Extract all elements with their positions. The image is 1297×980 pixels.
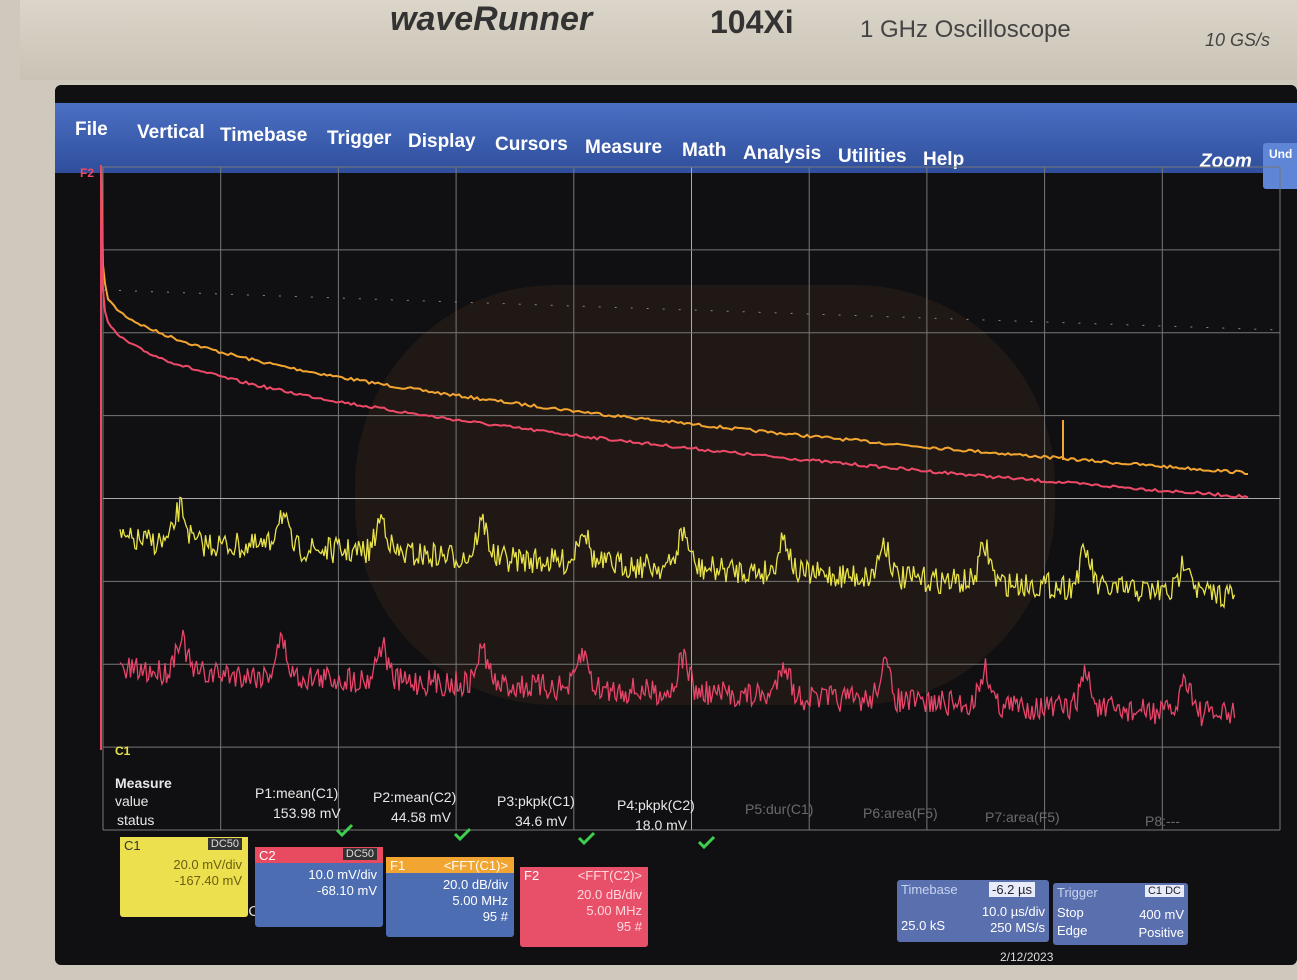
param-name[interactable]: P3:pkpk(C1)	[497, 793, 575, 809]
channel-sweeps: 95 #	[617, 919, 642, 934]
trigger-level: 400 mV	[1139, 907, 1184, 922]
marker-label: C1	[115, 744, 131, 758]
channel-name: C1	[124, 838, 141, 853]
channel-coupling: DC50	[208, 838, 242, 850]
channel-scale: 10.0 mV/div	[308, 867, 377, 882]
bezel: waveRunner 104Xi 1 GHz Oscilloscope 10 G…	[20, 0, 1297, 80]
channel-offset: -68.10 mV	[317, 883, 377, 898]
channel-offset: -167.40 mV	[175, 873, 242, 888]
measure-label: Measure	[115, 775, 172, 791]
timebase-rate: 250 MS/s	[990, 920, 1045, 935]
param-value: 34.6 mV	[515, 813, 567, 829]
channel-coupling: DC50	[343, 848, 377, 860]
timebase-delay: -6.2 µs	[989, 882, 1035, 897]
measure-label: value	[115, 793, 148, 809]
trigger-slope: Positive	[1138, 925, 1184, 940]
param-name[interactable]: P1:mean(C1)	[255, 785, 338, 801]
description: 1 GHz Oscilloscope	[860, 16, 1071, 44]
trigger-source: C1 DC	[1145, 885, 1184, 897]
channel-name: F1	[390, 858, 405, 873]
param-value: 18.0 mV	[635, 817, 687, 833]
trigger-type: Edge	[1057, 923, 1087, 938]
trigger-panel[interactable]: Trigger C1 DC Stop 400 mV Edge Positive	[1053, 883, 1188, 945]
param-name[interactable]: P5:dur(C1)	[745, 801, 813, 817]
trigger-label: Trigger	[1057, 885, 1098, 900]
status-check	[579, 833, 594, 843]
page: { "header": {"brand": "waveRunner", "mod…	[0, 0, 1297, 980]
channel-box[interactable]: C1 DC50 20.0 mV/div-167.40 mV	[120, 837, 248, 917]
param-name[interactable]: P8:---	[1145, 813, 1180, 829]
brand: waveRunner	[390, 0, 592, 39]
reflection	[355, 285, 1055, 705]
param-name[interactable]: P4:pkpk(C2)	[617, 797, 695, 813]
timebase-panel[interactable]: Timebase -6.2 µs 25.0 kS 10.0 µs/div 250…	[897, 880, 1049, 942]
channel-scale: 20.0 dB/div	[577, 887, 642, 902]
status-check	[699, 837, 714, 847]
param-name[interactable]: P6:area(F5)	[863, 805, 938, 821]
date: 2/12/2023	[1000, 950, 1053, 964]
channel-function: <FFT(C2)>	[578, 868, 642, 883]
channel-span: 5.00 MHz	[452, 893, 508, 908]
channel-sweeps: 95 #	[483, 909, 508, 924]
sample-rate: 10 GS/s	[1205, 30, 1270, 51]
channel-name: C2	[259, 848, 276, 863]
model: 104Xi	[710, 4, 794, 41]
marker-label: F2	[80, 166, 94, 180]
waveform-display: F2 C1	[55, 85, 1297, 965]
measure-label: status	[117, 812, 154, 828]
channel-scale: 20.0 dB/div	[443, 877, 508, 892]
trigger-mode: Stop	[1057, 905, 1084, 920]
param-name[interactable]: P2:mean(C2)	[373, 789, 456, 805]
param-name[interactable]: P7:area(F5)	[985, 809, 1060, 825]
channel-function: <FFT(C1)>	[444, 858, 508, 873]
channel-scale: 20.0 mV/div	[173, 857, 242, 872]
param-value: 44.58 mV	[391, 809, 451, 825]
timebase-scale: 10.0 µs/div	[982, 904, 1045, 919]
channel-box[interactable]: C2 DC50 10.0 mV/div-68.10 mV	[255, 847, 383, 927]
timebase-label: Timebase	[901, 882, 958, 897]
channel-span: 5.00 MHz	[586, 903, 642, 918]
channel-name: F2	[524, 868, 539, 883]
param-value: 153.98 mV	[273, 805, 341, 821]
timebase-samples: 25.0 kS	[901, 918, 945, 933]
